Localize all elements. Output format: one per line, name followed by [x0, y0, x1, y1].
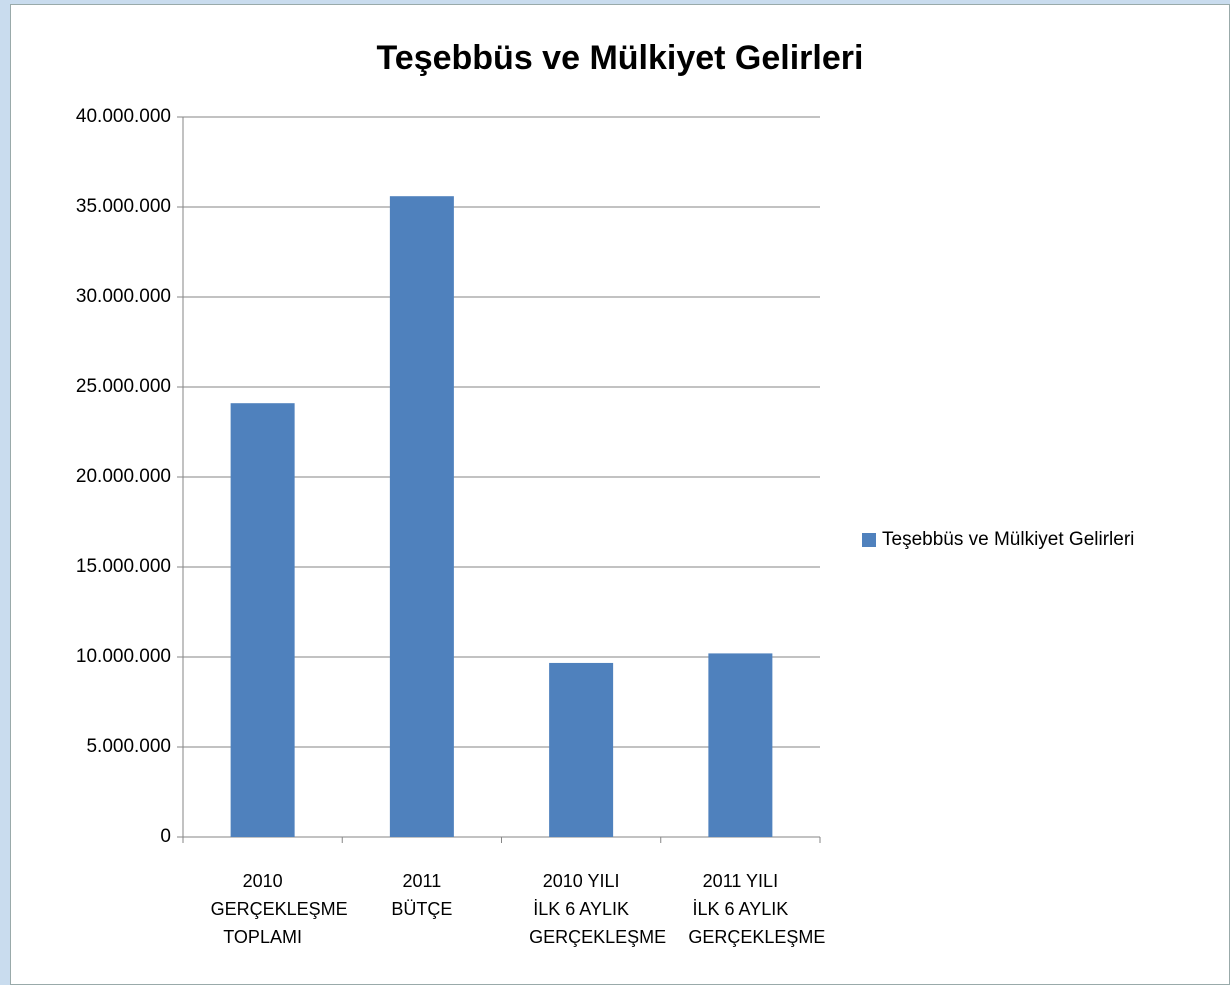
bar	[549, 662, 614, 837]
y-tick-label: 20.000.000	[76, 466, 171, 487]
chart-title: Teşebbüs ve Mülkiyet Gelirleri	[377, 39, 864, 77]
x-tick-label: 2010 YILI İLK 6 AYLIK GERÇEKLEŞME	[529, 871, 667, 947]
bar	[389, 196, 454, 837]
y-tick-label: 30.000.000	[76, 286, 171, 307]
bar	[708, 653, 773, 837]
bar	[230, 403, 295, 837]
x-tick-label: 2011 YILI İLK 6 AYLIK GERÇEKLEŞME	[688, 871, 826, 947]
legend-label: Teşebbüs ve Mülkiyet Gelirleri	[882, 529, 1134, 550]
y-tick-label: 40.000.000	[76, 106, 171, 127]
y-tick-label: 25.000.000	[76, 376, 171, 397]
x-tick-label: 2011 BÜTÇE	[391, 871, 453, 919]
chart-area	[10, 4, 1230, 985]
y-tick-label: 15.000.000	[76, 556, 171, 577]
x-tick-label: 2010 GERÇEKLEŞME TOPLAMI	[210, 871, 348, 947]
y-tick-label: 10.000.000	[76, 646, 171, 667]
y-tick-label: 0	[160, 826, 171, 847]
legend-swatch	[862, 533, 876, 547]
y-tick-label: 5.000.000	[86, 736, 171, 757]
y-tick-label: 35.000.000	[76, 196, 171, 217]
